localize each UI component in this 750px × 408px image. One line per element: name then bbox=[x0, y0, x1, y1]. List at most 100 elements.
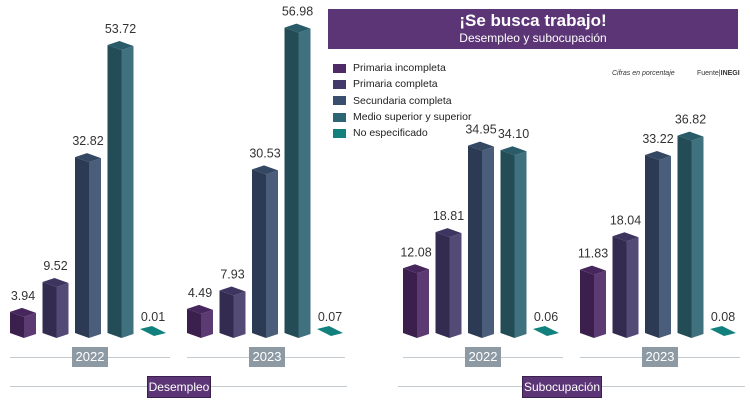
legend-label: Primaria incompleta bbox=[353, 62, 446, 75]
data-label: 33.22 bbox=[642, 132, 673, 146]
units-note: Cifras en porcentaje bbox=[612, 70, 675, 77]
data-label: 30.53 bbox=[249, 146, 280, 160]
legend-item: Primaria completa bbox=[333, 76, 471, 92]
bar-side bbox=[691, 136, 704, 338]
bar-top bbox=[219, 286, 246, 296]
bar-side bbox=[417, 269, 429, 338]
legend: Primaria incompleta Primaria completa Se… bbox=[333, 60, 471, 141]
data-label: 32.82 bbox=[72, 134, 103, 148]
source-label: Fuente| bbox=[697, 70, 721, 77]
bar-top bbox=[252, 165, 278, 175]
bar bbox=[612, 236, 627, 338]
bar-top bbox=[42, 277, 69, 287]
data-label: 34.95 bbox=[465, 123, 496, 137]
bar-top bbox=[75, 153, 101, 163]
bar-top bbox=[677, 131, 704, 141]
bar bbox=[435, 232, 450, 338]
bar-side bbox=[626, 237, 639, 338]
bar-side bbox=[24, 312, 36, 338]
bar-side bbox=[659, 155, 671, 338]
legend-item: Medio superior y superior bbox=[333, 109, 471, 125]
legend-swatch bbox=[333, 96, 346, 106]
bar-top bbox=[107, 41, 134, 51]
bar bbox=[140, 326, 166, 336]
bar-side bbox=[121, 46, 134, 339]
bar-top bbox=[612, 232, 639, 242]
bar-top bbox=[435, 228, 462, 238]
legend-swatch bbox=[333, 112, 346, 122]
data-label: 9.52 bbox=[43, 259, 67, 273]
legend-item: No especificado bbox=[333, 125, 471, 141]
bar-top bbox=[10, 307, 36, 317]
year-label: 2023 bbox=[249, 347, 285, 367]
bar bbox=[403, 268, 417, 338]
bar-top bbox=[580, 265, 606, 275]
year-label: 2022 bbox=[72, 347, 108, 367]
bar bbox=[500, 150, 515, 338]
bar-top bbox=[403, 264, 429, 274]
legend-label: Primaria completa bbox=[353, 78, 438, 91]
bar bbox=[645, 154, 659, 338]
bar bbox=[317, 326, 343, 336]
data-label: 11.83 bbox=[578, 247, 608, 261]
bar-side bbox=[594, 270, 606, 338]
bar-side bbox=[482, 146, 494, 338]
legend-swatch bbox=[333, 128, 346, 138]
source-value: INEGI bbox=[720, 70, 740, 77]
title: ¡Se busca trabajo! bbox=[459, 11, 607, 30]
bar bbox=[710, 326, 736, 336]
bar-side bbox=[449, 233, 462, 338]
legend-label: No especificado bbox=[353, 127, 428, 140]
bar bbox=[187, 308, 201, 338]
data-label: 0.01 bbox=[141, 310, 165, 324]
legend-swatch bbox=[333, 63, 346, 73]
bar bbox=[10, 311, 24, 338]
bar bbox=[677, 135, 692, 338]
legend-label: Medio superior y superior bbox=[353, 111, 472, 124]
bar bbox=[252, 169, 266, 338]
bar bbox=[284, 27, 299, 339]
data-label: 0.08 bbox=[711, 310, 735, 324]
bar-side bbox=[514, 151, 527, 338]
legend-item: Secundaria completa bbox=[333, 93, 471, 109]
bar-side bbox=[298, 28, 311, 339]
legend-label: Secundaria completa bbox=[353, 94, 452, 107]
bar-side bbox=[89, 158, 101, 338]
legend-item: Primaria incompleta bbox=[333, 60, 471, 76]
data-label: 12.08 bbox=[400, 245, 431, 259]
data-label: 3.94 bbox=[11, 289, 35, 303]
bar-top bbox=[645, 150, 671, 160]
legend-swatch bbox=[333, 79, 346, 89]
bar bbox=[468, 145, 482, 338]
bar bbox=[580, 269, 594, 338]
year-label: 2022 bbox=[465, 347, 501, 367]
bar-top bbox=[187, 304, 213, 314]
data-label: 18.81 bbox=[433, 209, 464, 223]
bar bbox=[75, 157, 89, 338]
data-label: 34.10 bbox=[498, 127, 529, 141]
bar bbox=[107, 45, 122, 339]
data-label: 18.04 bbox=[610, 213, 641, 227]
bar-side bbox=[56, 282, 69, 338]
bar bbox=[533, 326, 559, 336]
data-label: 53.72 bbox=[105, 22, 136, 36]
data-label: 0.07 bbox=[318, 310, 342, 324]
bar-top bbox=[468, 141, 494, 151]
panel-label: Subocupación bbox=[522, 376, 602, 398]
bar-top bbox=[500, 146, 527, 156]
data-label: 56.98 bbox=[282, 5, 313, 19]
bar-side bbox=[266, 170, 278, 338]
bar bbox=[219, 290, 234, 338]
bar bbox=[42, 281, 57, 338]
data-label: 7.93 bbox=[220, 267, 244, 281]
bar-side bbox=[201, 309, 213, 338]
source-note: Fuente|INEGI bbox=[697, 70, 740, 77]
year-label: 2023 bbox=[642, 347, 678, 367]
data-label: 4.49 bbox=[188, 286, 212, 300]
data-label: 36.82 bbox=[675, 113, 706, 127]
subtitle: Desempleo y subocupación bbox=[459, 31, 607, 45]
bar-top bbox=[284, 23, 311, 33]
title-banner: ¡Se busca trabajo! Desempleo y subocupac… bbox=[328, 9, 738, 49]
